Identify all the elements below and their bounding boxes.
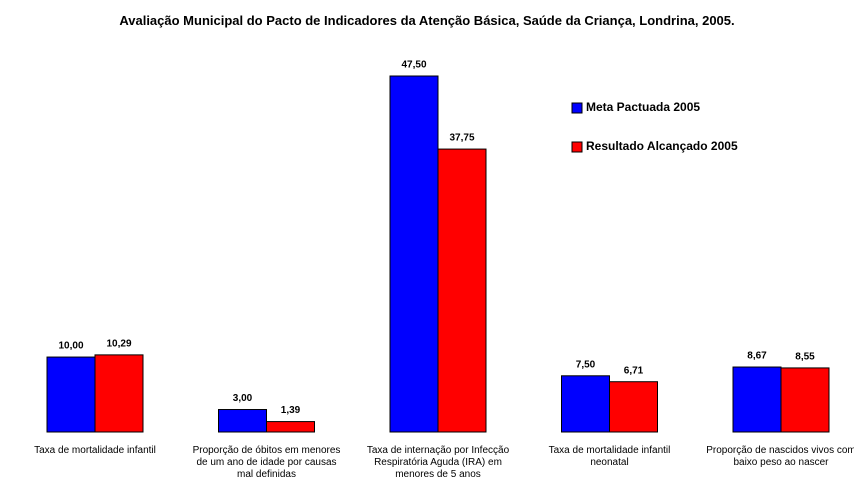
legend-label: Meta Pactuada 2005 [586, 100, 700, 114]
legend-swatch [571, 102, 583, 114]
data-label: 10,00 [58, 341, 83, 352]
data-label: 10,29 [106, 339, 131, 350]
data-label: 6,71 [624, 365, 644, 376]
bar [609, 381, 658, 433]
bar [46, 356, 96, 433]
data-label: 7,50 [576, 359, 596, 370]
bar [561, 375, 610, 433]
x-tick-label: Taxa de internação por Infecção Respirat… [366, 445, 510, 480]
bar [389, 75, 439, 433]
bar [94, 354, 144, 433]
bar [732, 366, 782, 433]
data-label: 47,50 [401, 60, 426, 71]
data-label: 1,39 [281, 405, 301, 416]
x-tick-label: Proporção de nascidos vivos com baixo pe… [706, 445, 854, 468]
data-label: 8,55 [795, 352, 815, 363]
bar [218, 409, 267, 433]
legend-label: Resultado Alcançado 2005 [586, 139, 738, 153]
data-label: 37,75 [449, 133, 474, 144]
bar [266, 421, 315, 433]
bar [780, 367, 830, 433]
x-tick-label: Taxa de mortalidade infantil neonatal [548, 445, 671, 468]
data-label: 8,67 [747, 351, 767, 362]
x-tick-label: Proporção de óbitos em menores de um ano… [192, 445, 341, 480]
x-tick-label: Taxa de mortalidade infantil [34, 445, 156, 456]
legend-swatch [571, 141, 583, 153]
chart-title: Avaliação Municipal do Pacto de Indicado… [119, 13, 735, 28]
data-label: 3,00 [233, 393, 253, 404]
bar [437, 148, 487, 433]
